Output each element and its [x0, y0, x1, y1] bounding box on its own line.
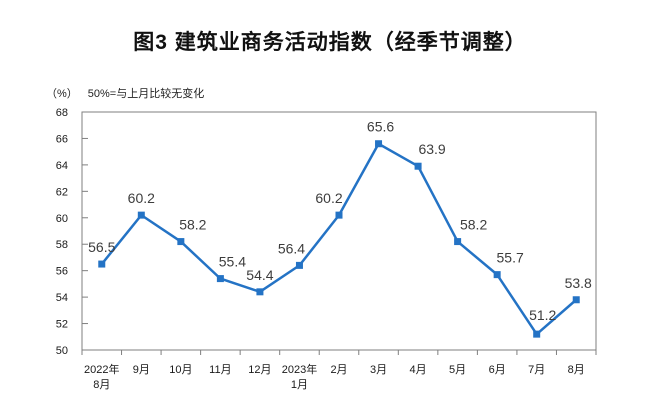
x-axis-tick-label: 2月	[330, 364, 347, 376]
data-point-label: 55.7	[497, 250, 524, 266]
x-axis-tick-label: 2022年	[84, 362, 119, 376]
data-point-label: 58.2	[460, 217, 487, 233]
data-point-marker	[375, 140, 383, 148]
x-axis-tick-label: 10月	[169, 364, 192, 376]
data-point-label: 54.4	[246, 267, 273, 283]
x-axis-tick-label: 8月	[93, 379, 110, 391]
x-axis-tick-label: 6月	[489, 364, 506, 376]
data-point-marker	[295, 261, 303, 269]
y-axis-unit-label: （%）	[46, 88, 78, 100]
y-axis-tick-label: 52	[56, 319, 68, 331]
data-point-marker	[414, 162, 422, 170]
data-point-marker	[572, 296, 580, 304]
data-point-marker	[256, 288, 264, 296]
x-axis-tick-label: 7月	[528, 364, 545, 376]
reference-note: 50%=与上月比较无变化	[87, 88, 205, 100]
data-point-marker	[493, 271, 501, 279]
data-point-label: 55.4	[219, 254, 246, 270]
data-point-label: 53.8	[565, 275, 592, 291]
data-point-marker	[177, 238, 185, 246]
data-point-marker	[454, 238, 462, 246]
data-point-label: 60.2	[128, 190, 155, 206]
data-point-label: 65.6	[367, 119, 394, 135]
data-point-marker	[533, 330, 541, 338]
x-axis-tick-label: 3月	[370, 364, 387, 376]
x-axis-tick-label: 11月	[209, 364, 231, 376]
y-axis-tick-label: 58	[56, 239, 68, 251]
data-point-marker	[335, 211, 343, 219]
plot-frame	[81, 111, 597, 351]
x-axis-tick-label: 8月	[568, 364, 585, 376]
series-line	[100, 142, 578, 336]
y-axis-tick-label: 56	[56, 266, 68, 278]
y-axis-tick-label: 66	[56, 133, 68, 145]
data-point-marker	[216, 275, 224, 283]
data-point-marker	[137, 211, 145, 219]
axis-note: （%） 50%=与上月比较无变化	[46, 85, 204, 101]
data-point-label: 60.2	[315, 190, 342, 206]
y-axis-tick-label: 50	[56, 345, 68, 357]
x-axis-tick-label: 4月	[410, 364, 427, 376]
y-axis-tick-label: 60	[56, 213, 68, 225]
x-axis-tick-label: 2023年	[282, 362, 317, 376]
y-axis-tick-label: 54	[56, 292, 68, 304]
y-axis-tick-label: 68	[56, 107, 68, 119]
x-axis-tick-label: 1月	[291, 379, 308, 391]
y-axis-tick-label: 62	[56, 186, 68, 198]
data-point-label: 56.5	[88, 239, 115, 255]
x-axis-tick-label: 9月	[133, 364, 150, 376]
chart-title: 图3 建筑业商务活动指数（经季节调整）	[133, 31, 527, 54]
x-axis-tick-label: 12月	[248, 364, 271, 376]
data-point-label: 51.2	[529, 307, 556, 323]
data-point-label: 58.2	[179, 217, 206, 233]
data-point-marker	[98, 260, 106, 268]
x-axis-tick-label: 5月	[449, 364, 466, 376]
data-point-label: 63.9	[418, 141, 445, 157]
data-point-label: 56.4	[278, 240, 305, 256]
y-axis-tick-label: 64	[56, 160, 68, 172]
